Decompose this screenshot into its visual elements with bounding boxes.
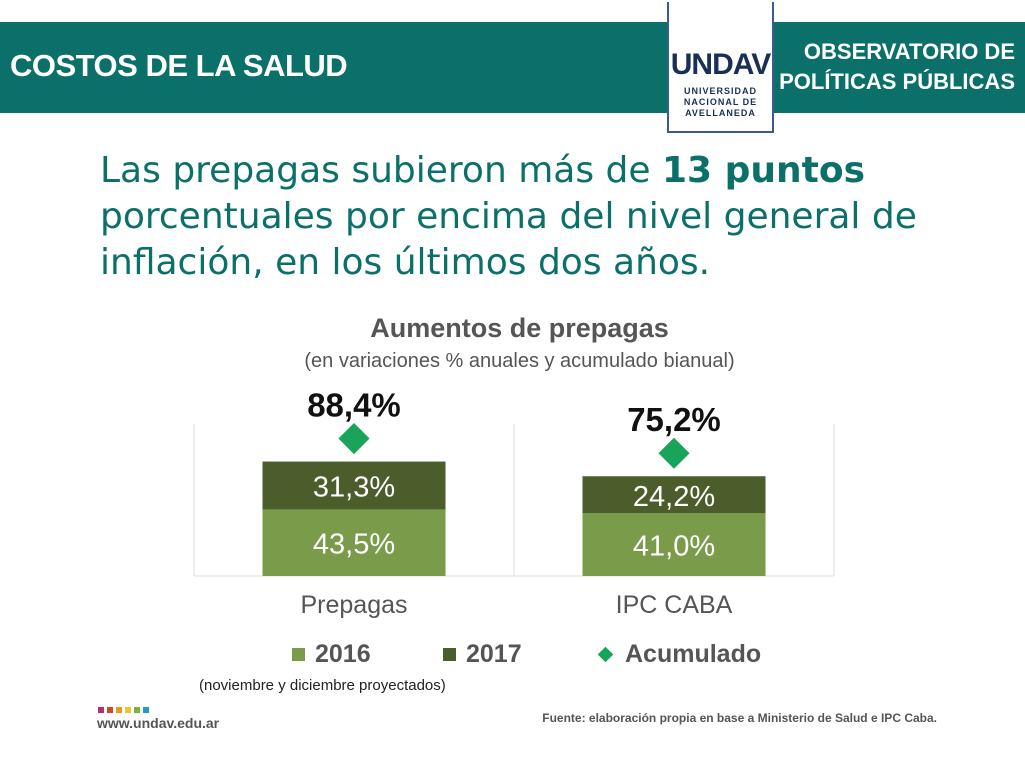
bar-2016 — [262, 509, 446, 576]
brand-color-dots — [98, 707, 152, 713]
cumulative-label: 88,4% — [307, 387, 401, 424]
brand-dot — [143, 707, 149, 713]
legend-label-2016: 2016 — [315, 640, 371, 668]
legend-2016: 2016 — [292, 640, 371, 669]
source-note: Fuente: elaboración propia en base a Min… — [542, 711, 937, 725]
legend-cumulative: Acumulado — [597, 640, 762, 669]
undav-logo: UNDAV UNIVERSIDAD NACIONAL DE AVELLANEDA — [667, 2, 774, 133]
bar-label-2017: 24,2% — [633, 481, 715, 513]
brand-dot — [98, 707, 104, 713]
headline-before: Las prepagas subieron más de — [100, 150, 662, 191]
logo-mark: UNDAV — [670, 48, 771, 81]
legend-2017: 2017 — [443, 640, 522, 669]
chart-subtitle: (en variaciones % anuales y acumulado bi… — [304, 350, 735, 372]
category-label: Prepagas — [300, 591, 407, 619]
logo-line-3: AVELLANEDA — [685, 108, 756, 118]
bar-label-2016: 41,0% — [633, 531, 715, 563]
cumulative-marker — [338, 422, 370, 455]
chart-title: Aumentos de prepagas — [370, 313, 669, 343]
observatory-line-1: OBSERVATORIO DE — [803, 39, 1015, 64]
legend-swatch-2016 — [292, 648, 305, 661]
header-bar — [0, 22, 1025, 113]
bar-2017 — [262, 461, 446, 510]
cumulative-label: 75,2% — [627, 401, 721, 438]
brand-dot — [134, 707, 140, 713]
legend-diamond-icon — [597, 646, 614, 663]
logo-line-1: UNIVERSIDAD — [683, 86, 757, 96]
bar-2016 — [582, 513, 766, 576]
cumulative-marker — [658, 437, 690, 469]
brand-dot — [107, 707, 113, 713]
legend-label-cumulative: Acumulado — [625, 640, 762, 668]
bar-2017 — [582, 476, 766, 514]
legend-swatch-2017 — [443, 648, 456, 661]
bar-label-2016: 43,5% — [313, 529, 395, 561]
website-link[interactable]: www.undav.edu.ar — [97, 715, 220, 731]
brand-dot — [125, 707, 131, 713]
observatory-line-2: POLÍTICAS PÚBLICAS — [779, 69, 1015, 94]
logo-line-2: NACIONAL DE — [683, 97, 758, 107]
legend-label-2017: 2017 — [466, 640, 522, 668]
bar-label-2017: 31,3% — [313, 472, 395, 504]
headline-bold: 13 puntos — [662, 150, 866, 191]
headline-after: porcentuales por encima del nivel genera… — [100, 196, 917, 283]
observatory-title: OBSERVATORIO DE POLÍTICAS PÚBLICAS — [775, 37, 1015, 97]
brand-dot — [116, 707, 122, 713]
projection-note: (noviembre y diciembre proyectados) — [199, 677, 446, 694]
section-title: COSTOS DE LA SALUD — [10, 48, 348, 83]
category-label: IPC CABA — [616, 591, 733, 619]
headline: Las prepagas subieron más de 13 puntos p… — [100, 148, 980, 286]
